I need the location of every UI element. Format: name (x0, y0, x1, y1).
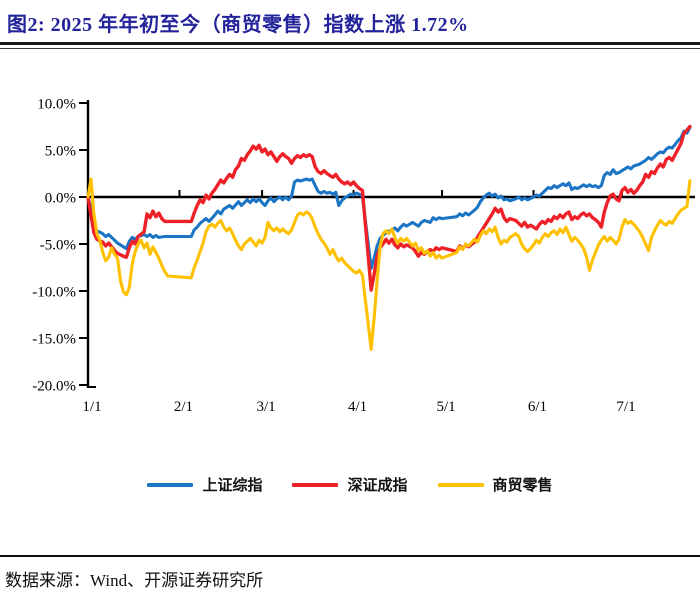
x-tick-label: 3/1 (256, 399, 275, 415)
line-chart: 10.0% 5.0% 0.0% -5.0% -10.0% -15.0% -20.0% 1/1 2… (32, 97, 695, 415)
legend-label-szse-component: 深证成指 (347, 478, 408, 494)
x-tick-label: 6/1 (528, 399, 547, 415)
y-tick-label: -20.0% (32, 379, 76, 395)
x-tick-label: 5/1 (436, 399, 455, 415)
line-commerce-retail (86, 177, 692, 351)
data-source: 数据来源：Wind、开源证券研究所 (5, 571, 264, 590)
figure-title: 图2: 2025 年年初至今（商贸零售）指数上涨 1.72% (7, 14, 469, 36)
y-tick-label: -10.0% (32, 285, 76, 301)
legend-swatch-szse-component (292, 482, 339, 487)
y-tick-label: -15.0% (32, 332, 76, 348)
y-tick-label: 5.0% (45, 144, 76, 160)
legend-item-sse-composite: 上证综指 (147, 474, 262, 495)
line-szse-component (86, 124, 692, 292)
legend-item-szse-component: 深证成指 (292, 474, 408, 495)
x-tick-label: 1/1 (82, 399, 101, 415)
legend: 上证综指 深证成指 商贸零售 (0, 474, 700, 495)
y-tick-label: 0.0% (45, 191, 76, 207)
title-divider-thin (0, 48, 700, 49)
line-sse-composite (86, 125, 692, 270)
title-divider-thick (0, 42, 700, 45)
x-tick-label: 4/1 (348, 399, 367, 415)
legend-item-commerce-retail: 商贸零售 (437, 474, 553, 495)
legend-label-sse-composite: 上证综指 (202, 478, 263, 494)
y-tick-label: -5.0% (40, 238, 76, 254)
legend-swatch-sse-composite (147, 482, 194, 487)
legend-swatch-commerce-retail (437, 482, 484, 487)
x-tick-label: 7/1 (616, 399, 635, 415)
x-tick-label: 2/1 (174, 399, 193, 415)
legend-label-commerce-retail: 商贸零售 (492, 478, 553, 494)
y-tick-label: 10.0% (37, 97, 76, 113)
footer-divider (0, 555, 700, 557)
